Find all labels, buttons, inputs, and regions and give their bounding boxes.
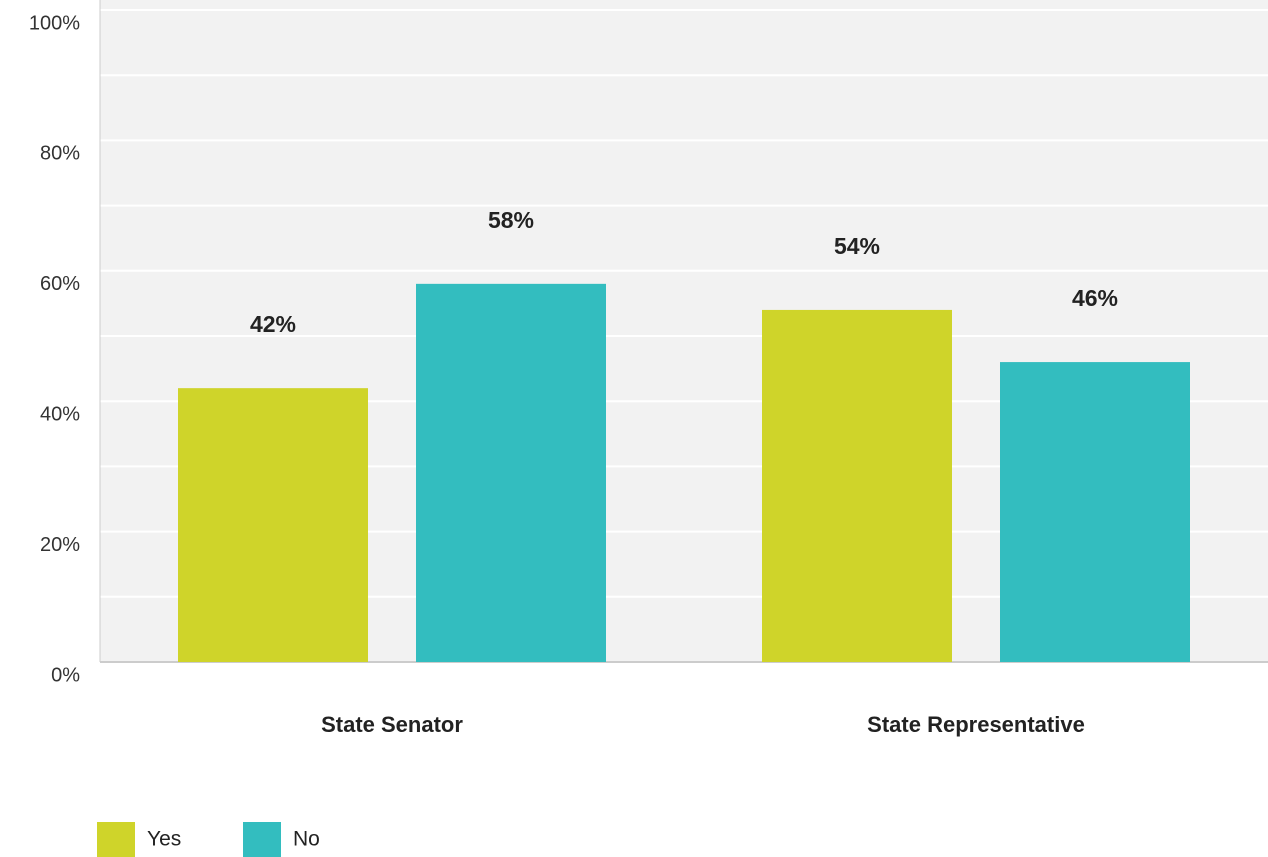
bar bbox=[1000, 362, 1190, 662]
value-label: 46% bbox=[1072, 285, 1118, 311]
y-tick-label: 100% bbox=[29, 12, 80, 34]
value-label: 58% bbox=[488, 207, 534, 233]
y-tick-label: 0% bbox=[51, 664, 80, 686]
y-tick-label: 60% bbox=[40, 273, 80, 295]
legend-swatch bbox=[243, 822, 281, 857]
value-label: 54% bbox=[834, 233, 880, 259]
x-tick-label: State Senator bbox=[321, 712, 463, 737]
legend-label: Yes bbox=[147, 828, 181, 851]
y-tick-label: 20% bbox=[40, 534, 80, 556]
x-tick-label: State Representative bbox=[867, 712, 1085, 737]
bar bbox=[416, 283, 606, 662]
value-label: 42% bbox=[250, 311, 296, 337]
y-tick-label: 80% bbox=[40, 143, 80, 165]
bar bbox=[762, 309, 952, 662]
y-tick-label: 40% bbox=[40, 403, 80, 425]
legend-swatch bbox=[97, 822, 135, 857]
legend-label: No bbox=[293, 828, 320, 851]
bar bbox=[178, 388, 368, 662]
